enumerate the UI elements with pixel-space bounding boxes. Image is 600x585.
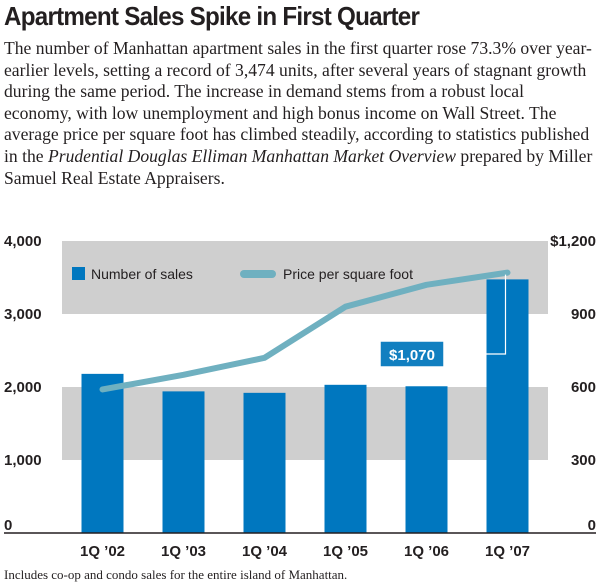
publication-name: Prudential Douglas Elliman Manhattan Mar…: [47, 145, 456, 166]
page-title: Apartment Sales Spike in First Quarter: [4, 1, 420, 31]
bar-5: [486, 279, 529, 533]
footnote: Includes co-op and condo sales for the e…: [4, 567, 348, 582]
chart-svg: 0 1,000 2,000 3,000 4,000 0 300 600 900 $1,200 1Q …: [4, 233, 596, 560]
x-tick-label-4: 1Q ’06: [404, 543, 449, 560]
x-tick-label-5: 1Q ’07: [485, 543, 530, 560]
callout-box: [379, 340, 445, 368]
line-series: [99, 269, 511, 393]
price-point-2: [263, 356, 266, 360]
bar-0: [81, 373, 124, 533]
intro-text-start: The number of Manhattan apartment sales …: [4, 38, 592, 166]
bar-4: [405, 386, 448, 533]
legend-label-price: Price per square foot: [283, 266, 413, 282]
x-tick-label-3: 1Q ’05: [323, 543, 368, 560]
price-line: [99, 269, 511, 393]
bar-series: [81, 279, 529, 533]
price-point-4: [425, 283, 428, 287]
right-tick-label-0: 0: [588, 517, 596, 534]
callout-label: $1,070: [389, 347, 435, 364]
x-tick-label-2: 1Q ’04: [242, 543, 288, 560]
bar-3: [324, 384, 367, 533]
sales-chart: 0 1,000 2,000 3,000 4,000 0 300 600 900 $1,200 1Q …: [0, 228, 600, 568]
price-callout: $1,070: [379, 274, 507, 368]
legend: Number of sales Price per square foot: [72, 266, 413, 282]
x-tick-label-1: 1Q ’03: [161, 543, 206, 560]
intro-text-end: prepared by Miller Samuel Real Estate Ap…: [4, 145, 593, 188]
right-tick-label-4: $1,200: [550, 233, 596, 250]
right-tick-label-2: 600: [571, 379, 596, 396]
price-point-3: [344, 305, 347, 309]
x-tick-label-0: 1Q ’02: [80, 543, 125, 560]
bar-2: [243, 392, 286, 533]
left-tick-label-3: 3,000: [4, 306, 42, 323]
left-tick-label-2: 2,000: [4, 379, 42, 396]
price-point-0: [101, 387, 104, 391]
price-point-5: [506, 271, 509, 275]
intro-paragraph: The number of Manhattan apartment sales …: [4, 38, 596, 189]
left-tick-label-1: 1,000: [4, 452, 42, 469]
right-tick-label-1: 300: [571, 452, 596, 469]
legend-line-swatch: [240, 270, 276, 278]
left-tick-label-4: 4,000: [4, 233, 42, 250]
legend-bar-swatch: [72, 267, 85, 280]
right-tick-label-3: 900: [571, 306, 596, 323]
bar-1: [162, 391, 205, 533]
axes: 0 1,000 2,000 3,000 4,000 0 300 600 900 $1,200 1Q …: [4, 233, 596, 560]
left-tick-label-0: 0: [4, 517, 12, 534]
price-point-1: [182, 373, 185, 377]
legend-label-sales: Number of sales: [91, 266, 193, 282]
grid-band: [62, 387, 548, 460]
callout-leader: [444, 274, 507, 355]
